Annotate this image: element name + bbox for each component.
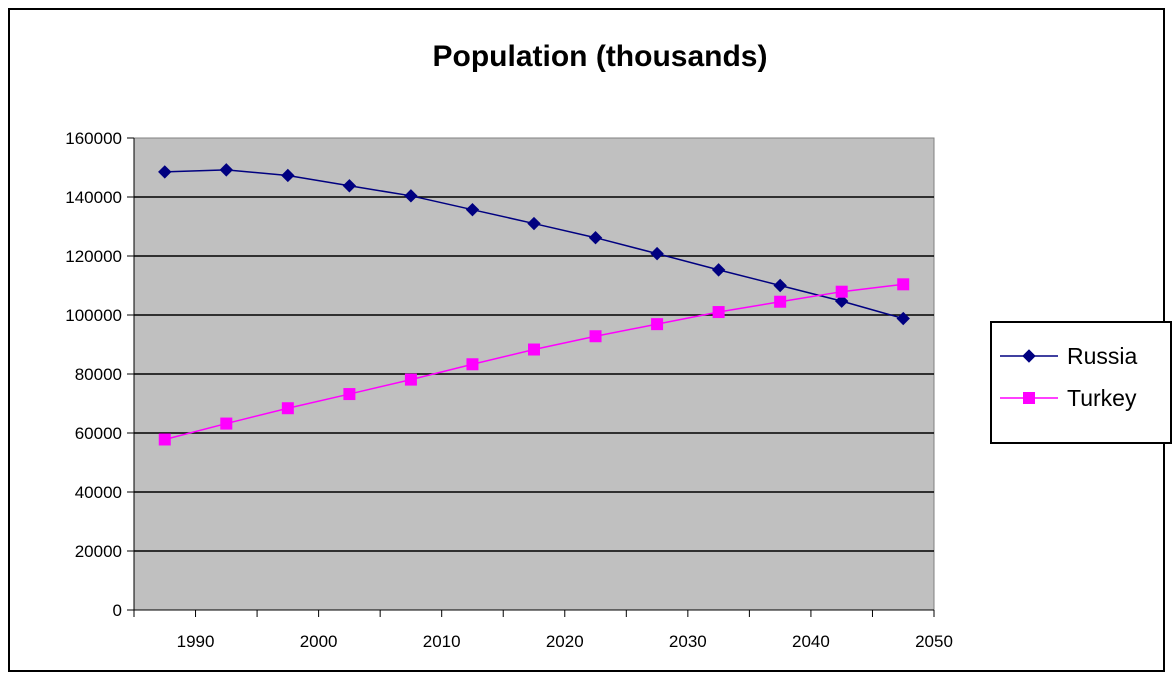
- y-tick-label: 100000: [65, 306, 122, 325]
- x-tick-label: 2010: [423, 632, 461, 651]
- legend-marker-turkey: [1023, 392, 1035, 404]
- chart-title: Population (thousands): [433, 40, 768, 73]
- data-point-russia: [158, 165, 172, 179]
- legend-items: Russia Turkey: [1000, 343, 1138, 411]
- legend-label-russia: Russia: [1067, 343, 1138, 369]
- data-point-russia: [527, 216, 541, 231]
- y-tick-label: 40000: [75, 483, 122, 502]
- x-tick-label: 1990: [177, 632, 215, 651]
- series-layer: [158, 163, 910, 446]
- data-point-turkey: [528, 343, 540, 356]
- legend: Russia Turkey: [990, 321, 1172, 444]
- data-point-russia: [281, 168, 295, 183]
- data-point-russia: [342, 179, 357, 193]
- y-tick-label: 160000: [65, 129, 122, 148]
- x-tick-label: 2030: [669, 632, 707, 651]
- data-point-russia: [465, 202, 480, 217]
- y-tick-label: 80000: [75, 365, 122, 384]
- y-axis-ticks: 0 20000 40000 60000 80000 100000 120000 140000 1…: [65, 129, 134, 620]
- data-point-turkey: [774, 295, 787, 308]
- data-point-turkey: [158, 433, 171, 446]
- data-point-turkey: [712, 306, 725, 319]
- series-turkey: [158, 278, 910, 446]
- data-point-russia: [219, 163, 234, 177]
- legend-label-turkey: Turkey: [1067, 385, 1137, 411]
- series-russia: [158, 163, 910, 326]
- y-tick-label: 20000: [75, 542, 122, 561]
- data-point-russia: [896, 311, 910, 326]
- x-tick-label: 2040: [792, 632, 830, 651]
- y-tick-label: 60000: [75, 424, 122, 443]
- data-point-russia: [834, 294, 849, 308]
- data-point-russia: [650, 246, 664, 261]
- legend-marker-russia: [1022, 349, 1036, 363]
- data-point-russia: [404, 189, 418, 203]
- data-point-russia: [588, 231, 603, 245]
- x-axis-ticks: 1990 2000 2010 2020 2030 2040 2050: [133, 610, 953, 651]
- data-point-turkey: [589, 330, 602, 343]
- legend-box: [990, 321, 1172, 444]
- y-tick-label: 140000: [65, 188, 122, 207]
- x-tick-label: 2050: [915, 632, 953, 651]
- x-tick-label: 2000: [300, 632, 338, 651]
- y-tick-label: 0: [113, 601, 122, 620]
- data-point-turkey: [897, 278, 910, 291]
- data-point-turkey: [466, 358, 479, 371]
- y-tick-label: 120000: [65, 247, 122, 266]
- data-point-turkey: [835, 285, 848, 298]
- data-point-turkey: [220, 417, 233, 430]
- data-point-turkey: [651, 318, 664, 331]
- data-point-turkey: [404, 373, 417, 386]
- x-tick-label: 2020: [546, 632, 584, 651]
- data-point-turkey: [343, 388, 356, 401]
- data-point-turkey: [281, 402, 294, 415]
- data-point-russia: [773, 278, 787, 293]
- data-point-russia: [711, 263, 726, 277]
- gridlines: [134, 196, 934, 552]
